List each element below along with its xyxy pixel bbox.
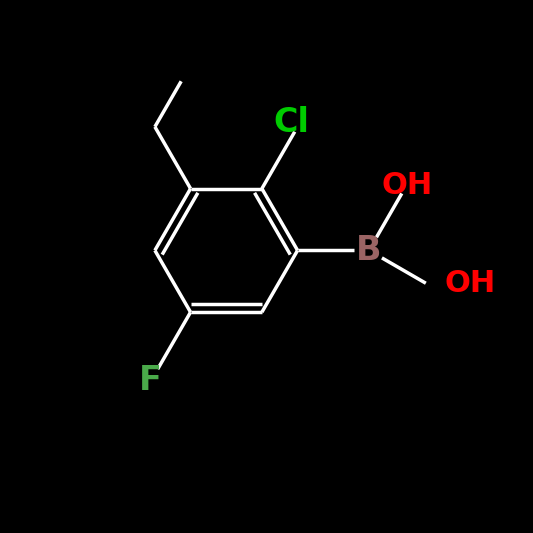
Text: OH: OH <box>382 172 433 200</box>
Text: Cl: Cl <box>273 106 309 139</box>
Text: F: F <box>139 364 161 397</box>
Text: OH: OH <box>445 269 496 298</box>
Text: B: B <box>356 234 382 267</box>
